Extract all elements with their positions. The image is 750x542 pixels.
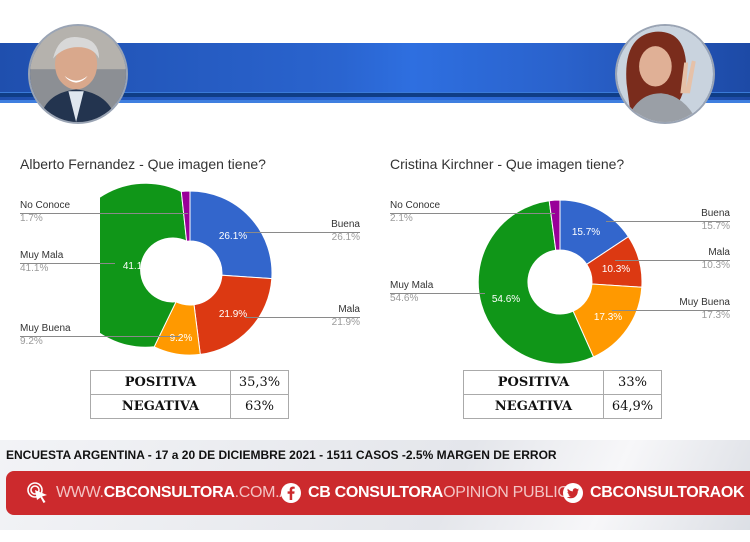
banner-stripe [0, 92, 750, 97]
survey-info: ENCUESTA ARGENTINA - 17 a 20 DE DICIEMBR… [6, 448, 557, 462]
facebook-link[interactable]: CB CONSULTORA OPINION PUBLICA [280, 471, 579, 515]
label-muy-buena: Muy Buena 9.2% [20, 323, 71, 347]
leader-line [20, 336, 180, 337]
contact-bar: WWW. CBCONSULTORA .COM.AR CB CONSULTORA OP… [6, 471, 750, 515]
avatar-alberto-fernandez [28, 24, 128, 124]
leader-line [612, 310, 730, 311]
label-muy-buena: Muy Buena 17.3% [679, 297, 730, 321]
twitter-link[interactable]: CBCONSULTORAOK [562, 471, 745, 515]
leader-line [606, 221, 730, 222]
summary-table-alberto: POSITIVA 35,3% NEGATIVA 63% [90, 370, 289, 419]
svg-text:15.7%: 15.7% [572, 227, 600, 238]
svg-text:41.1%: 41.1% [123, 261, 151, 272]
label-mala: Mala 10.3% [701, 247, 730, 271]
label-mala: Mala 21.9% [331, 304, 360, 328]
label-muy-mala: Muy Mala 54.6% [390, 280, 434, 304]
table-row: NEGATIVA 63% [90, 394, 289, 419]
negativa-value: 63% [230, 394, 289, 419]
leader-line [390, 213, 555, 214]
person-photo-icon [617, 26, 713, 122]
leader-line [245, 317, 360, 318]
table-row: POSITIVA 35,3% [90, 370, 289, 395]
svg-text:9.2%: 9.2% [170, 333, 193, 344]
click-cursor-icon [27, 482, 47, 503]
label-muy-mala: Muy Mala 41.1% [20, 250, 64, 274]
donut-chart-alberto: 26.1% 21.9% 9.2% 41.1% [100, 183, 273, 356]
positiva-label: POSITIVA [90, 370, 231, 395]
leader-line [245, 232, 360, 233]
leader-line [390, 293, 485, 294]
svg-text:21.9%: 21.9% [219, 309, 247, 320]
person-photo-icon [30, 26, 126, 122]
label-no-conoce: No Conoce 2.1% [390, 200, 441, 224]
negativa-label: NEGATIVA [463, 394, 604, 419]
facebook-icon [281, 483, 301, 503]
svg-text:54.6%: 54.6% [492, 294, 520, 305]
banner-bottom-line [0, 100, 750, 103]
svg-text:26.1%: 26.1% [219, 231, 247, 242]
table-row: NEGATIVA 64,9% [463, 394, 662, 419]
summary-table-cristina: POSITIVA 33% NEGATIVA 64,9% [463, 370, 662, 419]
leader-line [20, 213, 188, 214]
label-buena: Buena 15.7% [701, 208, 730, 232]
donut-chart-cristina: 15.7% 10.3% 17.3% 54.6% [477, 199, 643, 365]
slice-muy-mala [100, 183, 188, 348]
leader-line [615, 260, 730, 261]
negativa-label: NEGATIVA [90, 394, 231, 419]
avatar-cristina-kirchner [615, 24, 715, 124]
chart-title-cristina: Cristina Kirchner - Que imagen tiene? [390, 156, 625, 172]
website-link[interactable]: WWW. CBCONSULTORA .COM.AR [26, 471, 301, 515]
slice-buena [189, 190, 273, 280]
slice-no-conoce [548, 199, 561, 251]
positiva-value: 35,3% [230, 370, 289, 395]
chart-title-alberto: Alberto Fernandez - Que imagen tiene? [20, 156, 266, 172]
leader-line [20, 263, 115, 264]
svg-text:17.3%: 17.3% [594, 312, 622, 323]
label-buena: Buena 26.1% [331, 219, 360, 243]
negativa-value: 64,9% [603, 394, 662, 419]
label-no-conoce: No Conoce 1.7% [20, 200, 71, 224]
positiva-value: 33% [603, 370, 662, 395]
twitter-icon [563, 483, 583, 503]
positiva-label: POSITIVA [463, 370, 604, 395]
svg-text:10.3%: 10.3% [602, 264, 630, 275]
table-row: POSITIVA 33% [463, 370, 662, 395]
slice-mala [193, 274, 273, 355]
slice-no-conoce [180, 190, 191, 242]
